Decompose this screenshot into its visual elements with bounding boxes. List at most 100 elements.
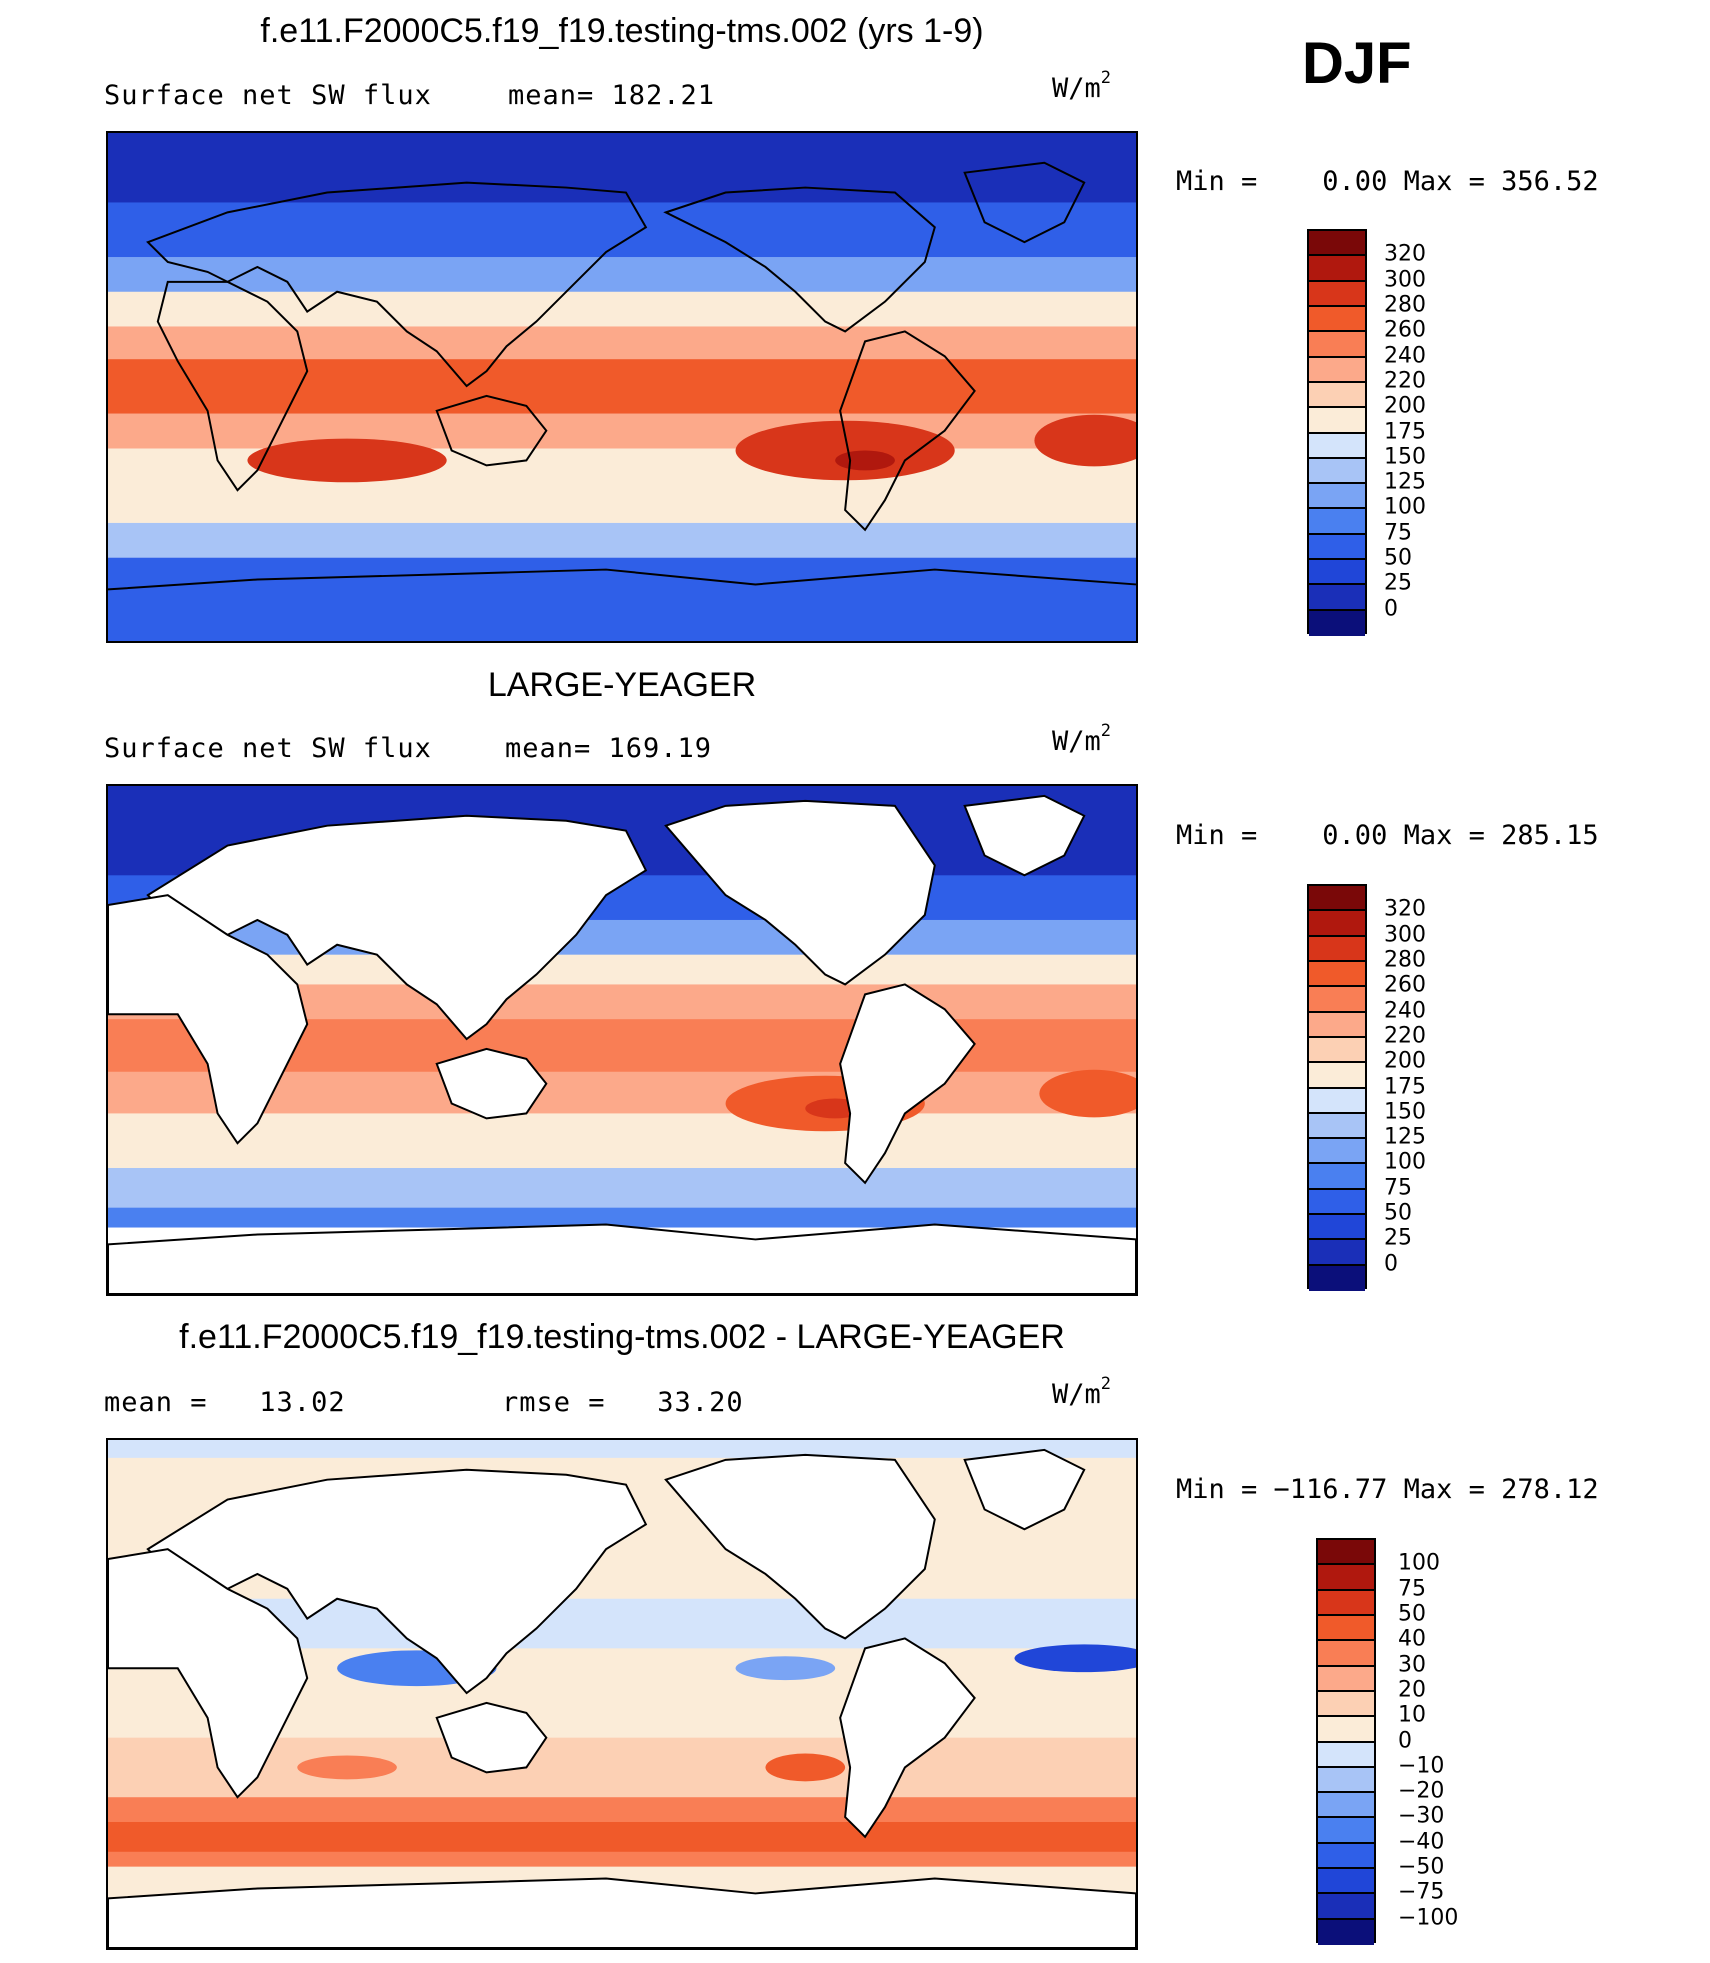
land-north-america xyxy=(664,799,936,986)
colorbar-tick-label: 25 xyxy=(1384,570,1412,596)
colorbar-swatch xyxy=(1309,1088,1365,1114)
colorbar-tick-label: 280 xyxy=(1384,292,1426,318)
diff-negative-pacific xyxy=(735,1656,836,1681)
coast-greenland xyxy=(963,161,1086,244)
band-antarctic-blue xyxy=(108,1207,1136,1228)
panel-2-colorbar xyxy=(1307,884,1367,1291)
panel-2-minmax: Min = 0.00 Max = 285.15 xyxy=(1176,820,1599,851)
colorbar-swatch xyxy=(1318,1691,1374,1718)
colorbar-tick-label: 75 xyxy=(1398,1576,1426,1602)
panel-3-units: W/m2 xyxy=(1052,1374,1112,1410)
colorbar-swatch xyxy=(1318,1717,1374,1743)
colorbar-tick-label: 240 xyxy=(1384,343,1426,369)
colorbar-tick-label: 25 xyxy=(1384,1225,1412,1251)
colorbar-swatch xyxy=(1309,357,1365,383)
colorbar-tick-label: 20 xyxy=(1398,1677,1426,1703)
colorbar-tick-label: 30 xyxy=(1398,1652,1426,1678)
colorbar-tick-label: 200 xyxy=(1384,393,1426,419)
land-africa xyxy=(108,1548,309,1799)
colorbar-tick-label: 10 xyxy=(1398,1702,1426,1728)
colorbar-tick-label: −100 xyxy=(1398,1905,1459,1931)
colorbar-tick-label: 260 xyxy=(1384,972,1426,998)
land-south-america xyxy=(839,1637,976,1839)
colorbar-tick-label: 260 xyxy=(1384,317,1426,343)
colorbar-swatch xyxy=(1309,560,1365,586)
panel-3-map-svg xyxy=(108,1440,1136,1948)
diff-positive-pacific xyxy=(765,1753,846,1782)
colorbar-swatch xyxy=(1309,610,1365,636)
band-tropics xyxy=(108,291,1136,332)
colorbar-tick-label: 240 xyxy=(1384,998,1426,1024)
band-antarctic-margin xyxy=(108,1167,1136,1213)
colorbar-swatch xyxy=(1309,231,1365,257)
diff-north-band xyxy=(108,1440,1136,1458)
land-antarctica xyxy=(108,1877,1136,1948)
land-antarctica xyxy=(108,1223,1136,1294)
panel-3-rmse-label: rmse = 33.20 xyxy=(502,1387,744,1418)
colorbar-swatch xyxy=(1318,1615,1374,1642)
diff-southern-ocean-peak xyxy=(108,1821,1136,1852)
colorbar-tick-label: 100 xyxy=(1384,494,1426,520)
colorbar-tick-label: 175 xyxy=(1384,1074,1426,1099)
land-eurasia xyxy=(146,814,648,1041)
colorbar-swatch xyxy=(1309,936,1365,962)
colorbar-swatch xyxy=(1309,1063,1365,1089)
colorbar-swatch xyxy=(1309,484,1365,510)
colorbar-tick-label: 50 xyxy=(1398,1601,1426,1627)
colorbar-tick-label: 100 xyxy=(1384,1149,1426,1175)
colorbar-swatch xyxy=(1309,458,1365,485)
coast-eurasia xyxy=(146,181,648,388)
panel-1-title: f.e11.F2000C5.f19_f19.testing-tms.002 (y… xyxy=(260,12,984,50)
colorbar-swatch xyxy=(1309,1189,1365,1216)
colorbar-swatch xyxy=(1318,1894,1374,1920)
diff-positive-indian xyxy=(297,1755,397,1780)
colorbar-swatch xyxy=(1309,1265,1365,1291)
colorbar-swatch xyxy=(1309,1012,1365,1038)
coastlines xyxy=(108,161,1136,591)
band-south-peak xyxy=(108,359,1136,414)
colorbar-tick-label: 320 xyxy=(1384,896,1426,922)
land-north-america xyxy=(664,1453,936,1640)
panel-1-map-svg xyxy=(108,133,1136,641)
colorbar-swatch xyxy=(1318,1666,1374,1692)
colorbar-swatch xyxy=(1309,886,1365,912)
panel-1-colorbar xyxy=(1307,229,1367,636)
colorbar-swatch xyxy=(1309,1113,1365,1140)
land-south-america xyxy=(839,983,976,1185)
colorbar-tick-label: 280 xyxy=(1384,947,1426,973)
panel-2-units: W/m2 xyxy=(1052,721,1112,757)
colorbar-swatch xyxy=(1309,256,1365,282)
colorbar-tick-label: 0 xyxy=(1384,1251,1398,1277)
colorbar-tick-label: 0 xyxy=(1398,1728,1412,1753)
band-north-mid xyxy=(108,202,1136,262)
colorbar-tick-label: 220 xyxy=(1384,1023,1426,1049)
coast-australia xyxy=(435,394,548,467)
colorbar-swatch xyxy=(1318,1641,1374,1667)
diff-south-band xyxy=(108,1737,1136,1798)
colorbar-swatch xyxy=(1318,1843,1374,1870)
panel-3-map xyxy=(106,1438,1138,1950)
colorbar-swatch xyxy=(1318,1919,1374,1945)
colorbar-tick-label: 125 xyxy=(1384,469,1426,495)
diff-negative-atlantic xyxy=(1014,1644,1136,1673)
colorbar-swatch xyxy=(1309,911,1365,937)
colorbar-swatch xyxy=(1309,585,1365,611)
colorbar-tick-label: 0 xyxy=(1384,596,1398,622)
colorbar-tick-label: 300 xyxy=(1384,267,1426,293)
colorbar-swatch xyxy=(1318,1869,1374,1895)
colorbar-swatch xyxy=(1309,509,1365,535)
colorbar-tick-label: −10 xyxy=(1398,1753,1445,1779)
colorbar-swatch xyxy=(1318,1590,1374,1616)
colorbar-tick-label: 200 xyxy=(1384,1048,1426,1074)
colorbar-tick-label: 300 xyxy=(1384,922,1426,948)
colorbar-swatch xyxy=(1309,1139,1365,1165)
land-greenland xyxy=(963,1448,1086,1531)
land-australia xyxy=(435,1701,548,1774)
land-and-coastlines xyxy=(108,1448,1136,1948)
colorbar-swatch xyxy=(1318,1793,1374,1819)
colorbar-tick-label: −40 xyxy=(1398,1829,1445,1855)
colorbar-tick-label: 125 xyxy=(1384,1124,1426,1150)
land-greenland xyxy=(963,794,1086,877)
colorbar-swatch xyxy=(1309,1215,1365,1241)
season-label: DJF xyxy=(1302,31,1412,96)
